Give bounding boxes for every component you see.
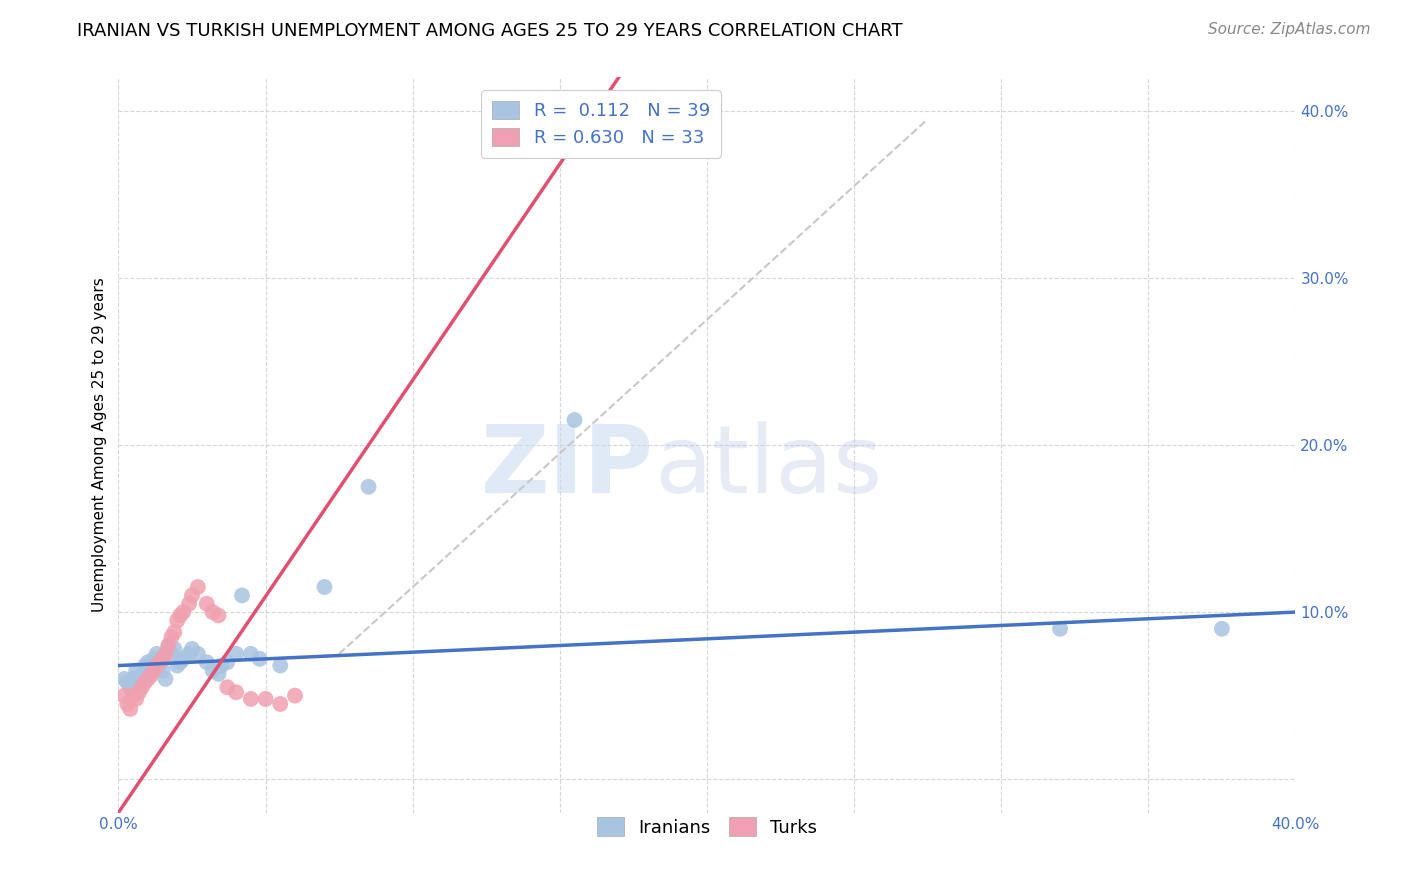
Point xyxy=(172,652,194,666)
Point xyxy=(207,666,229,681)
Point xyxy=(134,675,156,690)
Point xyxy=(225,647,247,661)
Text: IRANIAN VS TURKISH UNEMPLOYMENT AMONG AGES 25 TO 29 YEARS CORRELATION CHART: IRANIAN VS TURKISH UNEMPLOYMENT AMONG AG… xyxy=(77,22,903,40)
Point xyxy=(145,658,167,673)
Y-axis label: Unemployment Among Ages 25 to 29 years: Unemployment Among Ages 25 to 29 years xyxy=(93,277,107,613)
Point xyxy=(157,639,180,653)
Point xyxy=(136,672,159,686)
Point xyxy=(155,647,177,661)
Point xyxy=(177,597,200,611)
Point xyxy=(112,672,135,686)
Point xyxy=(181,588,204,602)
Point xyxy=(207,608,229,623)
Point xyxy=(201,664,224,678)
Point xyxy=(120,702,142,716)
Point xyxy=(117,697,139,711)
Point xyxy=(125,692,148,706)
Point xyxy=(128,685,150,699)
Point xyxy=(1211,622,1233,636)
Point xyxy=(134,658,156,673)
Point xyxy=(195,655,218,669)
Point xyxy=(155,672,177,686)
Point xyxy=(1049,622,1071,636)
Point xyxy=(149,658,172,673)
Point xyxy=(157,639,180,653)
Point xyxy=(357,480,380,494)
Point xyxy=(169,655,191,669)
Point xyxy=(239,692,262,706)
Point xyxy=(209,658,232,673)
Point xyxy=(195,597,218,611)
Point xyxy=(152,652,174,666)
Point xyxy=(139,668,162,682)
Point xyxy=(131,668,153,682)
Point xyxy=(139,664,162,678)
Point xyxy=(231,588,253,602)
Point xyxy=(131,680,153,694)
Point xyxy=(160,647,183,661)
Point xyxy=(122,689,145,703)
Point xyxy=(181,641,204,656)
Point xyxy=(149,655,172,669)
Point xyxy=(217,680,239,694)
Point xyxy=(217,655,239,669)
Point xyxy=(142,652,165,666)
Point xyxy=(254,692,277,706)
Point xyxy=(269,697,291,711)
Point xyxy=(187,647,209,661)
Point xyxy=(314,580,336,594)
Point xyxy=(201,605,224,619)
Point xyxy=(177,647,200,661)
Point xyxy=(284,689,307,703)
Point xyxy=(117,675,139,690)
Point xyxy=(166,614,188,628)
Text: ZIP: ZIP xyxy=(481,421,654,513)
Point xyxy=(163,625,186,640)
Point xyxy=(163,641,186,656)
Point xyxy=(269,658,291,673)
Point xyxy=(172,605,194,619)
Point xyxy=(152,664,174,678)
Point xyxy=(120,680,142,694)
Point xyxy=(187,580,209,594)
Point xyxy=(225,685,247,699)
Point xyxy=(145,647,167,661)
Point xyxy=(564,413,586,427)
Text: atlas: atlas xyxy=(654,421,882,513)
Point xyxy=(169,608,191,623)
Point xyxy=(125,664,148,678)
Point xyxy=(160,630,183,644)
Point xyxy=(112,689,135,703)
Point xyxy=(166,658,188,673)
Point xyxy=(142,664,165,678)
Legend: Iranians, Turks: Iranians, Turks xyxy=(589,810,824,844)
Point xyxy=(136,655,159,669)
Point xyxy=(249,652,271,666)
Point xyxy=(128,675,150,690)
Point xyxy=(239,647,262,661)
Point xyxy=(122,672,145,686)
Text: Source: ZipAtlas.com: Source: ZipAtlas.com xyxy=(1208,22,1371,37)
